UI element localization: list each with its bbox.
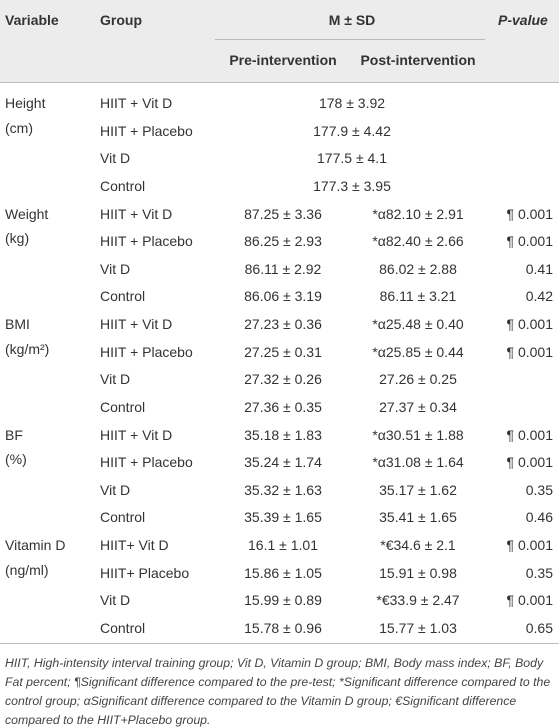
pre-cell: 15.78 ± 0.96 xyxy=(244,619,322,636)
post-cell: 86.02 ± 2.88 xyxy=(379,260,457,277)
col-header: P-value xyxy=(498,12,548,28)
p-cell: ¶ 0.001 xyxy=(506,426,553,443)
p-cell: 0.65 xyxy=(525,619,553,636)
post-cell: 35.17 ± 1.62 xyxy=(379,481,457,498)
post-cell: 15.77 ± 1.03 xyxy=(379,619,457,636)
p-cell: 0.35 xyxy=(525,481,553,498)
p-cell: ¶ 0.001 xyxy=(506,537,553,554)
group-cell: HIIT+ Placebo xyxy=(100,564,190,581)
group-cell: HIIT + Vit D xyxy=(100,426,173,443)
post-cell: 15.91 ± 0.98 xyxy=(379,564,457,581)
post-cell: 35.41 ± 1.65 xyxy=(379,509,457,526)
group-cell: HIIT + Placebo xyxy=(100,343,193,360)
group-cell: Control xyxy=(100,177,146,194)
post-cell: 27.37 ± 0.34 xyxy=(379,398,457,415)
pre-cell: 35.32 ± 1.63 xyxy=(244,481,322,498)
col-header: Pre-intervention xyxy=(229,52,337,68)
p-cell: ¶ 0.001 xyxy=(506,205,553,222)
col-header: Variable xyxy=(5,12,59,28)
variable-label: Weight xyxy=(5,205,49,222)
group-cell: Vit D xyxy=(100,371,131,388)
p-cell: 0.42 xyxy=(525,288,553,305)
group-cell: HIIT + Vit D xyxy=(100,95,173,111)
variable-label: Height xyxy=(5,95,46,111)
post-cell: *α82.40 ± 2.66 xyxy=(372,233,464,250)
pre-cell: 86.06 ± 3.19 xyxy=(244,288,322,305)
p-cell: ¶ 0.001 xyxy=(506,233,553,250)
pre-cell: 15.99 ± 0.89 xyxy=(244,592,322,609)
pre-cell: 27.25 ± 0.31 xyxy=(244,343,322,360)
group-cell: Vit D xyxy=(100,592,131,609)
merged-cell: 177.5 ± 4.1 xyxy=(317,150,387,167)
p-cell: ¶ 0.001 xyxy=(506,592,553,609)
merged-cell: 178 ± 3.92 xyxy=(318,95,386,111)
post-cell: *α30.51 ± 1.88 xyxy=(372,426,464,443)
p-cell: 0.35 xyxy=(525,564,553,581)
header-rule xyxy=(215,39,485,40)
group-cell: Vit D xyxy=(100,150,131,167)
pre-cell: 35.18 ± 1.83 xyxy=(244,426,322,443)
p-cell: ¶ 0.001 xyxy=(506,343,553,360)
merged-cell: 177.9 ± 4.42 xyxy=(313,122,391,139)
pre-cell: 35.24 ± 1.74 xyxy=(244,454,322,471)
variable-unit: (ng/ml) xyxy=(5,561,49,578)
variable-label: BMI xyxy=(5,316,30,333)
col-header: M ± SD xyxy=(328,12,376,28)
group-cell: Control xyxy=(100,398,146,415)
post-cell: 27.26 ± 0.25 xyxy=(379,371,457,388)
pre-cell: 15.86 ± 1.05 xyxy=(244,564,322,581)
group-cell: Vit D xyxy=(100,481,131,498)
p-cell: 0.46 xyxy=(525,509,553,526)
post-cell: 86.11 ± 3.21 xyxy=(379,288,457,305)
pre-cell: 35.39 ± 1.65 xyxy=(244,509,322,526)
col-header: Post-intervention xyxy=(360,52,476,68)
post-cell: *€33.9 ± 2.47 xyxy=(376,592,460,609)
merged-cell: 177.3 ± 3.95 xyxy=(313,177,391,194)
group-cell: Control xyxy=(100,288,146,305)
col-header: Group xyxy=(100,12,142,28)
pre-cell: 27.36 ± 0.35 xyxy=(244,398,322,415)
variable-unit: (%) xyxy=(5,451,27,468)
pre-cell: 27.23 ± 0.36 xyxy=(244,316,322,333)
post-cell: *α25.48 ± 0.40 xyxy=(372,316,464,333)
group-cell: Vit D xyxy=(100,260,131,277)
pre-cell: 86.25 ± 2.93 xyxy=(244,233,322,250)
header-band xyxy=(0,0,559,83)
variable-label: BF xyxy=(5,426,23,443)
post-cell: *€34.6 ± 2.1 xyxy=(380,537,456,554)
variable-unit: (kg/m²) xyxy=(5,340,50,357)
post-cell: *α31.08 ± 1.64 xyxy=(372,454,464,471)
pre-cell: 27.32 ± 0.26 xyxy=(244,371,322,388)
post-cell: *α25.85 ± 0.44 xyxy=(372,343,464,360)
pre-cell: 86.11 ± 2.92 xyxy=(244,260,322,277)
footnote: HIIT, High-intensity interval training g… xyxy=(5,656,551,727)
group-cell: HIIT + Placebo xyxy=(100,233,193,250)
variable-unit: (kg) xyxy=(5,230,30,247)
table-rule xyxy=(0,643,559,644)
group-cell: HIIT + Placebo xyxy=(100,454,193,471)
group-cell: Control xyxy=(100,509,146,526)
group-cell: HIIT + Vit D xyxy=(100,205,173,222)
group-cell: HIIT + Placebo xyxy=(100,122,193,139)
p-cell: ¶ 0.001 xyxy=(506,316,553,333)
p-cell: 0.41 xyxy=(525,260,553,277)
variable-unit: (cm) xyxy=(5,119,33,136)
p-cell: ¶ 0.001 xyxy=(506,454,553,471)
group-cell: HIIT + Vit D xyxy=(100,316,173,333)
post-cell: *α82.10 ± 2.91 xyxy=(372,205,464,222)
group-cell: Control xyxy=(100,619,146,636)
group-cell: HIIT+ Vit D xyxy=(100,537,169,554)
pre-cell: 87.25 ± 3.36 xyxy=(244,205,322,222)
pre-cell: 16.1 ± 1.01 xyxy=(248,537,318,554)
variable-label: Vitamin D xyxy=(5,537,66,554)
